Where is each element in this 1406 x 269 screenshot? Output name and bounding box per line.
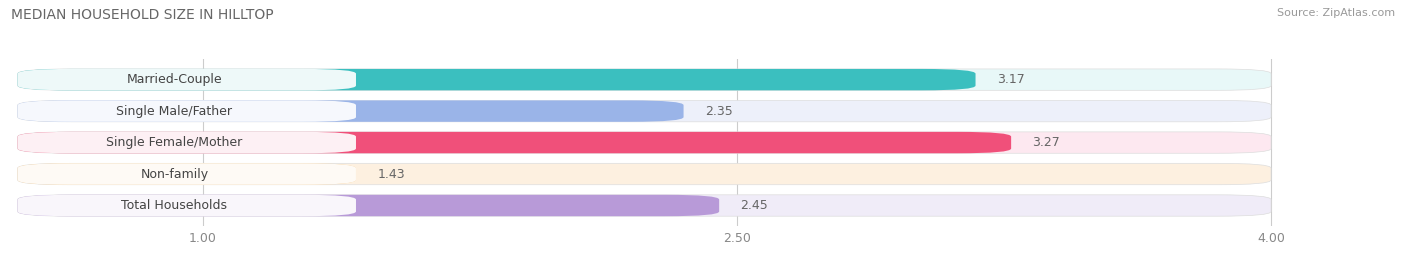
Text: 2.45: 2.45 bbox=[741, 199, 768, 212]
Text: Non-family: Non-family bbox=[141, 168, 208, 180]
FancyBboxPatch shape bbox=[18, 195, 1271, 216]
Text: 3.17: 3.17 bbox=[997, 73, 1025, 86]
Text: Source: ZipAtlas.com: Source: ZipAtlas.com bbox=[1277, 8, 1395, 18]
Text: Single Female/Mother: Single Female/Mother bbox=[107, 136, 242, 149]
Text: 2.35: 2.35 bbox=[704, 105, 733, 118]
Text: Total Households: Total Households bbox=[121, 199, 228, 212]
FancyBboxPatch shape bbox=[18, 195, 356, 216]
FancyBboxPatch shape bbox=[18, 69, 1271, 90]
Text: Married-Couple: Married-Couple bbox=[127, 73, 222, 86]
FancyBboxPatch shape bbox=[18, 132, 1271, 153]
FancyBboxPatch shape bbox=[18, 100, 1271, 122]
Text: MEDIAN HOUSEHOLD SIZE IN HILLTOP: MEDIAN HOUSEHOLD SIZE IN HILLTOP bbox=[11, 8, 274, 22]
FancyBboxPatch shape bbox=[18, 163, 1271, 185]
Text: Single Male/Father: Single Male/Father bbox=[117, 105, 232, 118]
FancyBboxPatch shape bbox=[18, 132, 1011, 153]
Text: 3.27: 3.27 bbox=[1032, 136, 1060, 149]
FancyBboxPatch shape bbox=[18, 132, 356, 153]
FancyBboxPatch shape bbox=[18, 100, 683, 122]
FancyBboxPatch shape bbox=[18, 163, 356, 185]
FancyBboxPatch shape bbox=[18, 163, 356, 185]
FancyBboxPatch shape bbox=[18, 195, 718, 216]
Text: 1.43: 1.43 bbox=[377, 168, 405, 180]
FancyBboxPatch shape bbox=[18, 69, 976, 90]
FancyBboxPatch shape bbox=[18, 100, 356, 122]
FancyBboxPatch shape bbox=[18, 69, 356, 90]
